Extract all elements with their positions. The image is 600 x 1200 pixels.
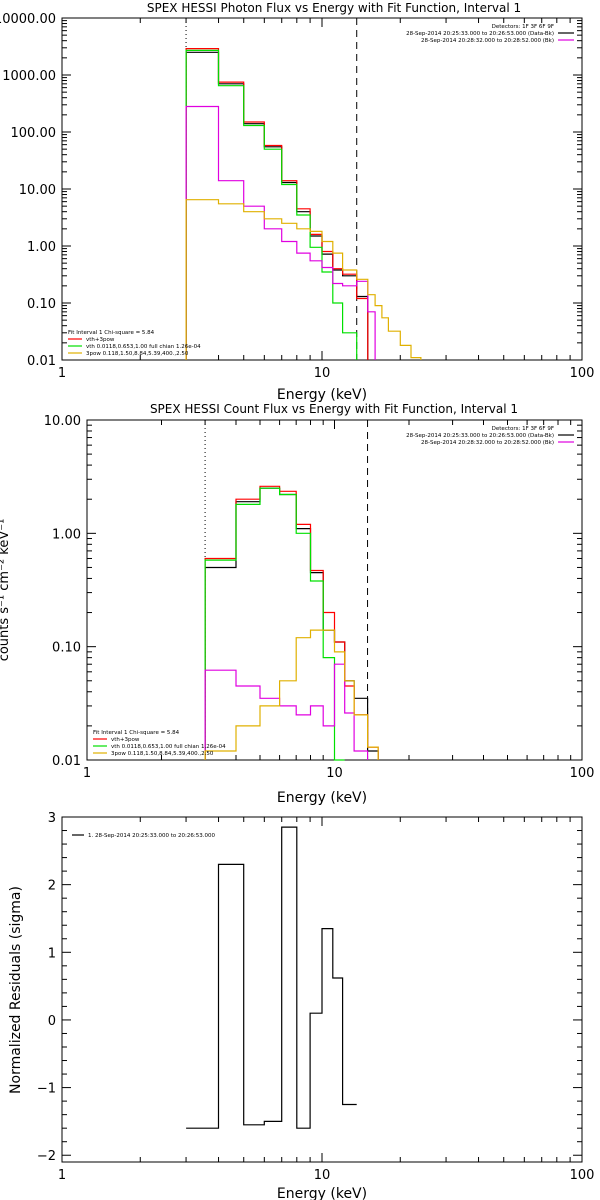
y-tick-label: 100.00 [11, 126, 57, 141]
x-tick-label: 1 [83, 766, 91, 781]
count-flux-y-axis-label: counts s⁻¹ cm⁻² keV⁻¹ [0, 519, 12, 662]
series-line-2 [204, 487, 345, 761]
legend-top-entry: Detectors: 1F 3F 6F 9F [492, 24, 554, 30]
legend-top-entry: Detectors: 1F 3F 6F 9F [492, 426, 554, 432]
count-flux-x-axis-label: Energy (keV) [277, 790, 367, 806]
legend-top-entry: 28-Sep-2014 20:28:32.000 to 20:28:52.000… [421, 440, 554, 446]
x-tick-label: 1 [58, 1168, 66, 1183]
y-tick-label: −2 [37, 1149, 56, 1164]
legend-top-entry: 28-Sep-2014 20:28:32.000 to 20:28:52.000… [421, 38, 554, 44]
y-tick-label: 1000.00 [2, 69, 56, 84]
x-tick-label: 10 [314, 1168, 331, 1183]
y-tick-label: 1.00 [27, 240, 56, 255]
count-flux-plot-area: 1 10 100 10.00 1.00 0.10 0.01 Detectors: 1F 3F … [44, 414, 595, 781]
series-line-4 [204, 629, 379, 760]
y-tick-label: 1.00 [52, 527, 81, 542]
photon-flux-x-axis-label: Energy (keV) [277, 387, 367, 403]
x-tick-label: 100 [570, 766, 595, 781]
y-tick-label: 0.01 [52, 754, 81, 769]
legend-entry: 1. 28-Sep-2014 20:25:33.000 to 20:26:53.… [88, 833, 215, 839]
legend-fit-entry: vth 0.0118,0.653,1.00 full chian 1.26e-0… [111, 744, 226, 750]
legend-fit-header: Fit Interval 1 Chi-square = 5.84 [93, 730, 180, 736]
y-tick-label: 0.10 [27, 297, 56, 312]
series-line-0 [204, 487, 379, 760]
y-tick-label: 10.00 [44, 414, 81, 429]
legend-fit-entry: vth+3pow [111, 737, 140, 743]
legend-fit-header: Fit Interval 1 Chi-square = 5.84 [68, 330, 155, 336]
y-tick-label: 10.00 [19, 183, 56, 198]
photon-flux-title: SPEX HESSI Photon Flux vs Energy with Fi… [147, 1, 521, 15]
photon-flux-plot-area: 1 10 100 10000.00 1000.00 100.00 10.00 1.00 0.10… [0, 12, 594, 381]
y-tick-label: 0.01 [27, 354, 56, 369]
series-line-2 [185, 49, 358, 360]
legend-fit-entry: 3pow 0.118,1.50,8.84,5.39,400.,2.50 [111, 751, 214, 757]
series-line-3 [204, 663, 369, 760]
count-flux-panel: SPEX HESSI Count Flux vs Energy with Fit… [0, 402, 594, 806]
series-line-1 [185, 48, 369, 360]
y-tick-label: 3 [48, 811, 56, 826]
x-tick-label: 10 [326, 766, 343, 781]
x-tick-label: 10 [314, 366, 331, 381]
photon-flux-panel: SPEX HESSI Photon Flux vs Energy with Fi… [0, 1, 594, 403]
x-tick-label: 100 [570, 1168, 595, 1183]
y-tick-label: 1 [48, 946, 56, 961]
legend-fit-entry: 3pow 0.118,1.50,8.84,5.39,400.,2.50 [86, 351, 189, 357]
legend-fit-entry: vth+3pow [86, 337, 115, 343]
y-tick-label: 2 [48, 879, 56, 894]
y-tick-label: −1 [37, 1082, 56, 1097]
legend-top-entry: 28-Sep-2014 20:25:33.000 to 20:26:53.000… [406, 433, 554, 439]
series-line-0 [185, 51, 369, 360]
residuals-y-axis-label: Normalized Residuals (sigma) [8, 886, 24, 1094]
series-line-1 [204, 485, 379, 760]
x-tick-label: 100 [570, 366, 595, 381]
x-tick-label: 1 [58, 366, 66, 381]
y-tick-label: 0 [48, 1014, 56, 1029]
y-tick-label: 0.10 [52, 641, 81, 656]
legend-fit-entry: vth 0.0118,0.653,1.00 full chian 1.26e-0… [86, 344, 201, 350]
series-line-3 [185, 105, 376, 360]
series-line-0 [186, 826, 357, 1129]
legend-top-entry: 28-Sep-2014 20:25:33.000 to 20:26:53.000… [406, 31, 554, 37]
series-line-4 [185, 199, 422, 360]
y-tick-label: 10000.00 [0, 12, 56, 27]
count-flux-title: SPEX HESSI Count Flux vs Energy with Fit… [150, 402, 518, 416]
residuals-x-axis-label: Energy (keV) [277, 1186, 367, 1200]
photon-flux-plot-frame [61, 17, 583, 361]
